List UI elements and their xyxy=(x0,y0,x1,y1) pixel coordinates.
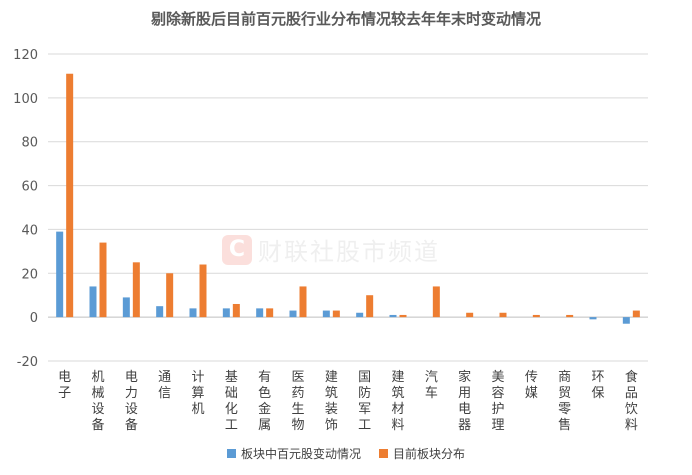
x-category-label: 商贸零售 xyxy=(558,370,571,433)
y-tick-label: 80 xyxy=(21,136,38,151)
bar-series2-8 xyxy=(332,310,340,318)
bar-series2-4 xyxy=(199,264,207,318)
x-category-label: 机械设备 xyxy=(91,370,104,433)
bar-series1-6 xyxy=(256,308,264,318)
bar-series2-17 xyxy=(632,310,640,318)
x-category-label: 医药生物 xyxy=(291,370,304,433)
watermark: C 财联社股市频道 xyxy=(222,232,440,267)
bar-series2-0 xyxy=(66,73,74,318)
bar-series1-9 xyxy=(356,312,364,318)
x-category-label: 国防军工 xyxy=(358,370,371,433)
bar-series2-6 xyxy=(266,308,274,318)
bar-series1-2 xyxy=(122,297,130,318)
y-tick-label: 40 xyxy=(21,223,38,238)
x-category-label: 有色金属 xyxy=(258,370,271,433)
x-category-label: 传媒 xyxy=(525,370,538,401)
bar-series2-14 xyxy=(532,314,540,318)
bar-series1-4 xyxy=(189,308,197,318)
bar-series2-5 xyxy=(232,303,240,318)
watermark-text: 财联社股市频道 xyxy=(258,238,440,266)
x-category-label: 美容护理 xyxy=(491,370,504,433)
y-tick-label: 120 xyxy=(13,48,38,63)
bars xyxy=(56,73,640,324)
y-tick-label: 20 xyxy=(21,267,38,282)
y-tick-label: -20 xyxy=(17,355,38,370)
bar-series2-11 xyxy=(432,286,440,318)
chart-title: 剔除新股后目前百元股行业分布情况较去年年末时变动情况 xyxy=(150,10,541,28)
legend-swatch-series1 xyxy=(226,449,236,458)
bar-series2-1 xyxy=(99,242,107,318)
y-tick-label: 100 xyxy=(13,92,38,107)
x-category-label: 计算机 xyxy=(191,370,204,417)
y-tick-label: 60 xyxy=(21,180,38,195)
bar-series1-3 xyxy=(156,306,164,318)
gridlines xyxy=(48,53,648,362)
x-category-label: 建筑材料 xyxy=(391,370,404,433)
legend: 板块中百元股变动情况 目前板块分布 xyxy=(0,445,692,462)
bar-series2-7 xyxy=(299,286,307,318)
x-category-label: 基础化工 xyxy=(225,370,238,433)
y-axis-ticks: -20 0 20 40 60 80 100 120 xyxy=(13,48,38,370)
bar-series2-13 xyxy=(499,312,507,318)
legend-item-series2: 目前板块分布 xyxy=(379,445,465,462)
bar-series2-15 xyxy=(566,314,574,318)
x-category-label: 汽车 xyxy=(425,370,438,401)
bar-series2-3 xyxy=(166,273,174,318)
bar-series1-8 xyxy=(322,310,330,318)
bar-series2-2 xyxy=(132,262,140,318)
x-category-label: 建筑装饰 xyxy=(325,370,338,433)
bar-series1-7 xyxy=(289,310,297,318)
bar-series1-16 xyxy=(589,317,597,320)
bar-series1-0 xyxy=(56,231,64,318)
legend-label-series2: 目前板块分布 xyxy=(393,447,466,461)
y-tick-label: 0 xyxy=(30,311,38,326)
legend-item-series1: 板块中百元股变动情况 xyxy=(226,445,361,462)
watermark-logo-icon: C xyxy=(222,234,252,265)
bar-series2-10 xyxy=(399,314,407,318)
bar-series2-9 xyxy=(366,295,374,318)
x-category-label: 电子 xyxy=(58,370,71,401)
bar-series1-5 xyxy=(222,308,230,318)
x-category-label: 环保 xyxy=(591,370,604,401)
x-category-label: 通信 xyxy=(158,370,171,401)
x-category-label: 电力设备 xyxy=(125,370,138,433)
legend-swatch-series2 xyxy=(379,449,388,458)
bar-series1-10 xyxy=(389,314,397,318)
legend-label-series1: 板块中百元股变动情况 xyxy=(240,447,361,461)
bar-series1-1 xyxy=(89,286,97,318)
x-category-label: 食品饮料 xyxy=(625,369,638,433)
x-axis-categories: 电子 机械设备 电力设备 通信 计算机 基础化工 有色金属 医药生物 建筑装饰 国防军工 建筑材料 汽… xyxy=(58,369,638,433)
bar-series2-12 xyxy=(466,312,474,318)
x-category-label: 家用电器 xyxy=(458,369,471,433)
bar-series1-17 xyxy=(622,317,630,324)
